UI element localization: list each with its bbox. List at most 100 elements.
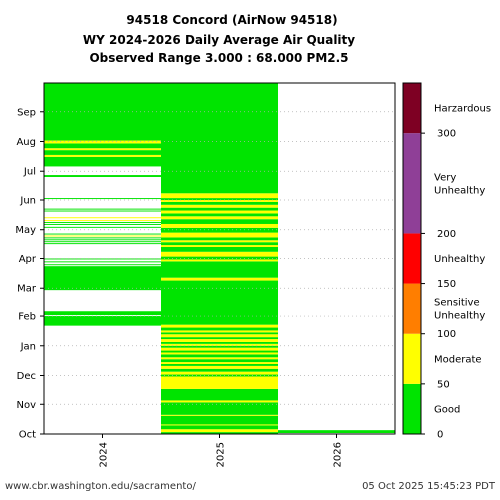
colorbar-segment-1 <box>403 333 421 384</box>
heatmap-cell-2025-52 <box>161 201 278 205</box>
heatmap-cell-2025-47 <box>161 216 278 220</box>
heatmap-cell-2025-17 <box>161 357 278 360</box>
colorbar-tick-label-0: 0 <box>437 430 443 441</box>
heatmap-cell-2025-28 <box>161 332 278 335</box>
heatmap-cell-2025-0 <box>161 432 278 434</box>
month-tick-label-sep: Sep <box>17 107 36 118</box>
heatmap-cell-2025-6 <box>161 402 278 415</box>
month-tick-label-jan: Jan <box>20 341 36 352</box>
heatmap-cell-2025-55 <box>161 193 278 199</box>
heatmap-cell-2025-41 <box>161 240 278 243</box>
heatmap-cell-2025-44 <box>161 227 278 233</box>
heatmap-cell-2025-25 <box>161 339 278 342</box>
heatmap-cell-2025-39 <box>161 245 278 247</box>
heatmap-cell-2025-2 <box>161 425 278 430</box>
heatmap-cell-2024-9 <box>44 237 161 239</box>
heatmap-cell-2024-26 <box>44 140 161 144</box>
chart-title-line-2: WY 2024-2026 Daily Average Air Quality <box>83 33 355 47</box>
heatmap-cell-2025-23 <box>161 343 278 346</box>
chart-title-line-1: 94518 Concord (AirNow 94518) <box>126 13 337 27</box>
heatmap-cell-2025-5 <box>161 414 278 416</box>
heatmap-cell-2024-10 <box>44 235 161 237</box>
footer-source: www.cbr.washington.edu/sacramento/ <box>5 481 196 492</box>
month-tick-label-feb: Feb <box>18 312 36 323</box>
colorbar-tick-label-4: 200 <box>437 229 456 240</box>
heatmap-cell-2025-10 <box>161 374 278 377</box>
heatmap-cell-2024-4 <box>44 261 161 263</box>
month-gridlines <box>44 111 395 405</box>
colorbar-tick-label-1: 50 <box>437 379 450 390</box>
heatmap-cell-2025-48 <box>161 213 278 217</box>
heatmap-cell-2025-26 <box>161 337 278 340</box>
heatmap-cell-2025-1 <box>161 429 278 433</box>
heatmap-cell-2025-50 <box>161 207 278 211</box>
heatmap-cell-2025-21 <box>161 347 278 351</box>
heatmap-cell-2025-19 <box>161 352 278 355</box>
heatmap-cell-2024-18 <box>44 208 161 210</box>
year-tick-label-2026: 2026 <box>333 442 344 467</box>
heatmap-cell-2025-34 <box>161 261 278 278</box>
month-tick-label-mar: Mar <box>17 284 37 295</box>
heatmap-cell-2024-8 <box>44 239 161 241</box>
heatmap-cell-2025-7 <box>161 400 278 403</box>
heatmap-cell-2025-36 <box>161 256 278 260</box>
heatmap-cell-2025-3 <box>161 424 278 426</box>
heatmap-cell-2025-35 <box>161 259 278 262</box>
heatmap-cell-2025-9 <box>161 376 278 389</box>
heatmap-cell-2024-6 <box>44 243 161 245</box>
water-year-axis: 2024 2025 2026 <box>99 434 344 467</box>
heatmap-cell-2024-7 <box>44 241 161 243</box>
heatmap-cell-2025-54 <box>161 198 278 200</box>
colorbar-category-label-4-0: Very <box>434 172 456 183</box>
heatmap-cell-2025-16 <box>161 359 278 363</box>
heatmap-cell-2024-3 <box>44 264 161 266</box>
heatmap-cell-2024-13 <box>44 223 161 225</box>
heatmap-cell-2024-23 <box>44 150 161 155</box>
month-tick-label-may: May <box>15 225 36 236</box>
heatmap-cell-2025-46 <box>161 219 278 224</box>
heatmap-cell-2024-24 <box>44 148 161 151</box>
heatmap-cell-2024-11 <box>44 233 161 235</box>
heatmap-cell-2024-14 <box>44 222 161 224</box>
month-tick-label-aug: Aug <box>16 137 36 148</box>
colorbar-tick-label-5: 300 <box>437 129 456 140</box>
colorbar-segment-3 <box>403 233 421 284</box>
heatmap-cells <box>44 83 395 434</box>
heatmap-cell-2025-13 <box>161 365 278 369</box>
heatmap-cell-2025-42 <box>161 237 278 241</box>
month-axis: Oct Nov Dec Jan Feb Mar Apr May Jun Jul Aug Sep <box>15 107 44 441</box>
heatmap-cell-2025-40 <box>161 242 278 246</box>
heatmap-cell-2025-43 <box>161 232 278 238</box>
month-tick-label-nov: Nov <box>16 400 36 411</box>
heatmap-cell-2025-14 <box>161 363 278 366</box>
chart-title-line-3: Observed Range 3.000 : 68.000 PM2.5 <box>89 51 348 65</box>
aqi-colorbar: Good Moderate Sensitive Unhealthy Unhealthy V… <box>402 82 491 441</box>
heatmap-cell-2025-37 <box>161 251 278 257</box>
heatmap-cell-2025-20 <box>161 350 278 353</box>
heatmap-cell-2025-12 <box>161 368 278 372</box>
month-tick-label-oct: Oct <box>19 430 36 441</box>
heatmap-cell-2024-16 <box>44 217 161 219</box>
heatmap-cell-2025-11 <box>161 371 278 375</box>
heatmap-cell-2024-12 <box>44 226 161 228</box>
colorbar-frame <box>402 82 422 435</box>
colorbar-category-label-2-0: Sensitive <box>434 298 480 309</box>
colorbar-category-label-2-1: Unhealthy <box>434 311 485 322</box>
colorbar-segment-5 <box>403 83 421 134</box>
heatmap-cell-2025-31 <box>161 324 278 328</box>
heatmap-cell-2024-2 <box>44 266 161 291</box>
month-tick-label-jun: Jun <box>19 196 36 207</box>
heatmap-cell-2024-20 <box>44 175 161 177</box>
heatmap-cell-2024-15 <box>44 220 161 222</box>
footer-timestamp: 05 Oct 2025 15:45:23 PDT <box>362 481 496 492</box>
heatmap-cell-2025-22 <box>161 345 278 348</box>
year-tick-label-2024: 2024 <box>99 442 110 467</box>
heatmap-cell-2024-0 <box>44 316 161 326</box>
heatmap-cell-2024-17 <box>44 210 161 212</box>
month-tick-label-dec: Dec <box>17 371 36 382</box>
heatmap-cell-2024-25 <box>44 143 161 149</box>
heatmap-cell-2025-24 <box>161 341 278 344</box>
year-tick-label-2025: 2025 <box>216 442 227 467</box>
colorbar-category-label-3-0: Unhealthy <box>434 254 485 265</box>
heatmap-cell-2025-30 <box>161 327 278 331</box>
